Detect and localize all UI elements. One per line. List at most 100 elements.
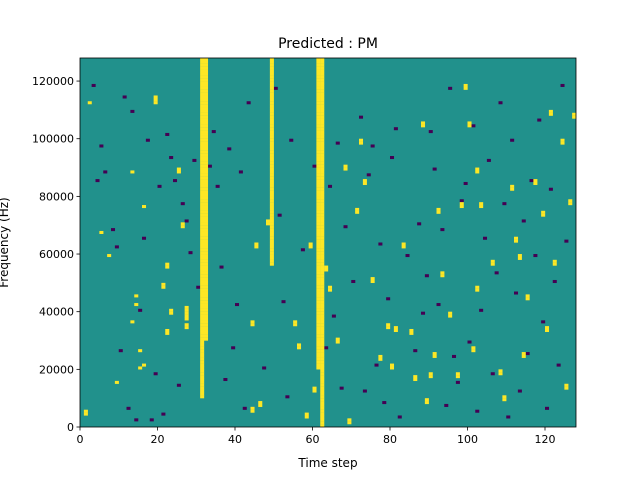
- heatmap-cell-high: [200, 308, 205, 312]
- heatmap-cell-high: [99, 230, 104, 234]
- heatmap-cell-high: [200, 205, 205, 209]
- heatmap-cell-high: [545, 328, 550, 333]
- heatmap-cell-high: [316, 326, 321, 330]
- heatmap-cell-high: [204, 176, 209, 180]
- heatmap-cell-high: [304, 412, 309, 416]
- heatmap-cell-high: [320, 95, 325, 99]
- heatmap-cell-high: [320, 193, 325, 197]
- heatmap-cell-high: [204, 268, 209, 272]
- heatmap-cell-high: [393, 326, 398, 330]
- heatmap-cell-high: [269, 196, 274, 200]
- heatmap-cell-low: [126, 406, 131, 410]
- plot-area-background: [80, 58, 576, 427]
- heatmap-cell-high: [316, 242, 321, 246]
- heatmap-cell-high: [320, 233, 325, 237]
- heatmap-cell-high: [200, 282, 205, 286]
- heatmap-cell-high: [269, 118, 274, 122]
- heatmap-cell-high: [320, 109, 325, 113]
- heatmap-cell-high: [269, 135, 274, 139]
- heatmap-cell-high: [269, 89, 274, 93]
- heatmap-cell-high: [153, 101, 158, 105]
- heatmap-cell-high: [269, 158, 274, 162]
- heatmap-cell-high: [421, 121, 426, 125]
- chart-title: Predicted : PM: [278, 36, 378, 52]
- heatmap-cell-high: [204, 239, 209, 243]
- heatmap-cell-high: [320, 236, 325, 240]
- heatmap-cell-high: [328, 288, 333, 292]
- heatmap-cell-high: [204, 288, 209, 292]
- heatmap-cell-high: [200, 311, 205, 315]
- heatmap-cell-high: [204, 150, 209, 154]
- heatmap-cell-high: [320, 66, 325, 70]
- heatmap-cell-high: [378, 354, 383, 358]
- y-tick-label: 60000: [39, 248, 74, 261]
- heatmap-cell-high: [200, 187, 205, 191]
- heatmap-cell-high: [269, 179, 274, 183]
- heatmap-cell-high: [204, 184, 209, 188]
- heatmap-cell-high: [320, 288, 325, 292]
- heatmap-cell-high: [204, 69, 209, 73]
- heatmap-cell-high: [200, 297, 205, 301]
- heatmap-cell-high: [316, 153, 321, 157]
- heatmap-cell-high: [316, 248, 321, 252]
- heatmap-cell-high: [204, 72, 209, 76]
- heatmap-cell-high: [204, 112, 209, 116]
- heatmap-cell-low: [517, 389, 522, 393]
- heatmap-cell-high: [200, 300, 205, 304]
- heatmap-cell-low: [444, 403, 449, 407]
- heatmap-cell-low: [165, 132, 170, 136]
- heatmap-cell-high: [204, 248, 209, 252]
- heatmap-cell-high: [316, 75, 321, 79]
- heatmap-cell-high: [269, 127, 274, 131]
- heatmap-cell-high: [200, 132, 205, 136]
- heatmap-cell-low: [281, 300, 286, 304]
- heatmap-cell-high: [572, 112, 577, 116]
- heatmap-cell-high: [320, 282, 325, 286]
- heatmap-cell-high: [204, 311, 209, 315]
- heatmap-cell-high: [362, 181, 367, 185]
- heatmap-cell-high: [479, 202, 484, 206]
- heatmap-cell-low: [541, 320, 546, 324]
- heatmap-cell-high: [200, 363, 205, 367]
- heatmap-cell-high: [320, 199, 325, 203]
- heatmap-cell-high: [269, 86, 274, 90]
- heatmap-cell-high: [200, 112, 205, 116]
- heatmap-cell-high: [510, 187, 515, 191]
- heatmap-cell-low: [452, 354, 457, 358]
- heatmap-cell-low: [467, 340, 472, 344]
- heatmap-cell-high: [370, 277, 375, 281]
- heatmap-cell-high: [200, 138, 205, 142]
- heatmap-cell-high: [200, 305, 205, 309]
- heatmap-cell-high: [316, 138, 321, 142]
- heatmap-cell-high: [320, 369, 325, 373]
- heatmap-cell-high: [320, 78, 325, 82]
- heatmap-cell-high: [200, 285, 205, 289]
- heatmap-cell-high: [316, 285, 321, 289]
- heatmap-cell-high: [200, 236, 205, 240]
- heatmap-cell-high: [316, 141, 321, 145]
- heatmap-cell-low: [455, 380, 460, 384]
- heatmap-cell-low: [545, 406, 550, 410]
- heatmap-cell-high: [320, 265, 325, 269]
- heatmap-cell-high: [83, 412, 88, 416]
- heatmap-cell-high: [200, 118, 205, 122]
- heatmap-cell-high: [316, 317, 321, 321]
- heatmap-cell-high: [204, 300, 209, 304]
- heatmap-cell-low: [188, 251, 193, 255]
- heatmap-cell-high: [378, 357, 383, 361]
- heatmap-cell-high: [316, 158, 321, 162]
- heatmap-cell-high: [320, 176, 325, 180]
- heatmap-cell-high: [517, 254, 522, 258]
- heatmap-cell-high: [204, 193, 209, 197]
- heatmap-cell-high: [320, 89, 325, 93]
- heatmap-cell-high: [320, 138, 325, 142]
- heatmap-cell-high: [316, 357, 321, 361]
- heatmap-cell-high: [269, 254, 274, 258]
- heatmap-cell-high: [320, 421, 325, 425]
- heatmap-cell-high: [200, 109, 205, 113]
- heatmap-cell-high: [266, 219, 271, 223]
- heatmap-cell-high: [320, 357, 325, 361]
- heatmap-cell-high: [359, 141, 364, 145]
- heatmap-cell-high: [390, 363, 395, 367]
- heatmap-cell-high: [204, 262, 209, 266]
